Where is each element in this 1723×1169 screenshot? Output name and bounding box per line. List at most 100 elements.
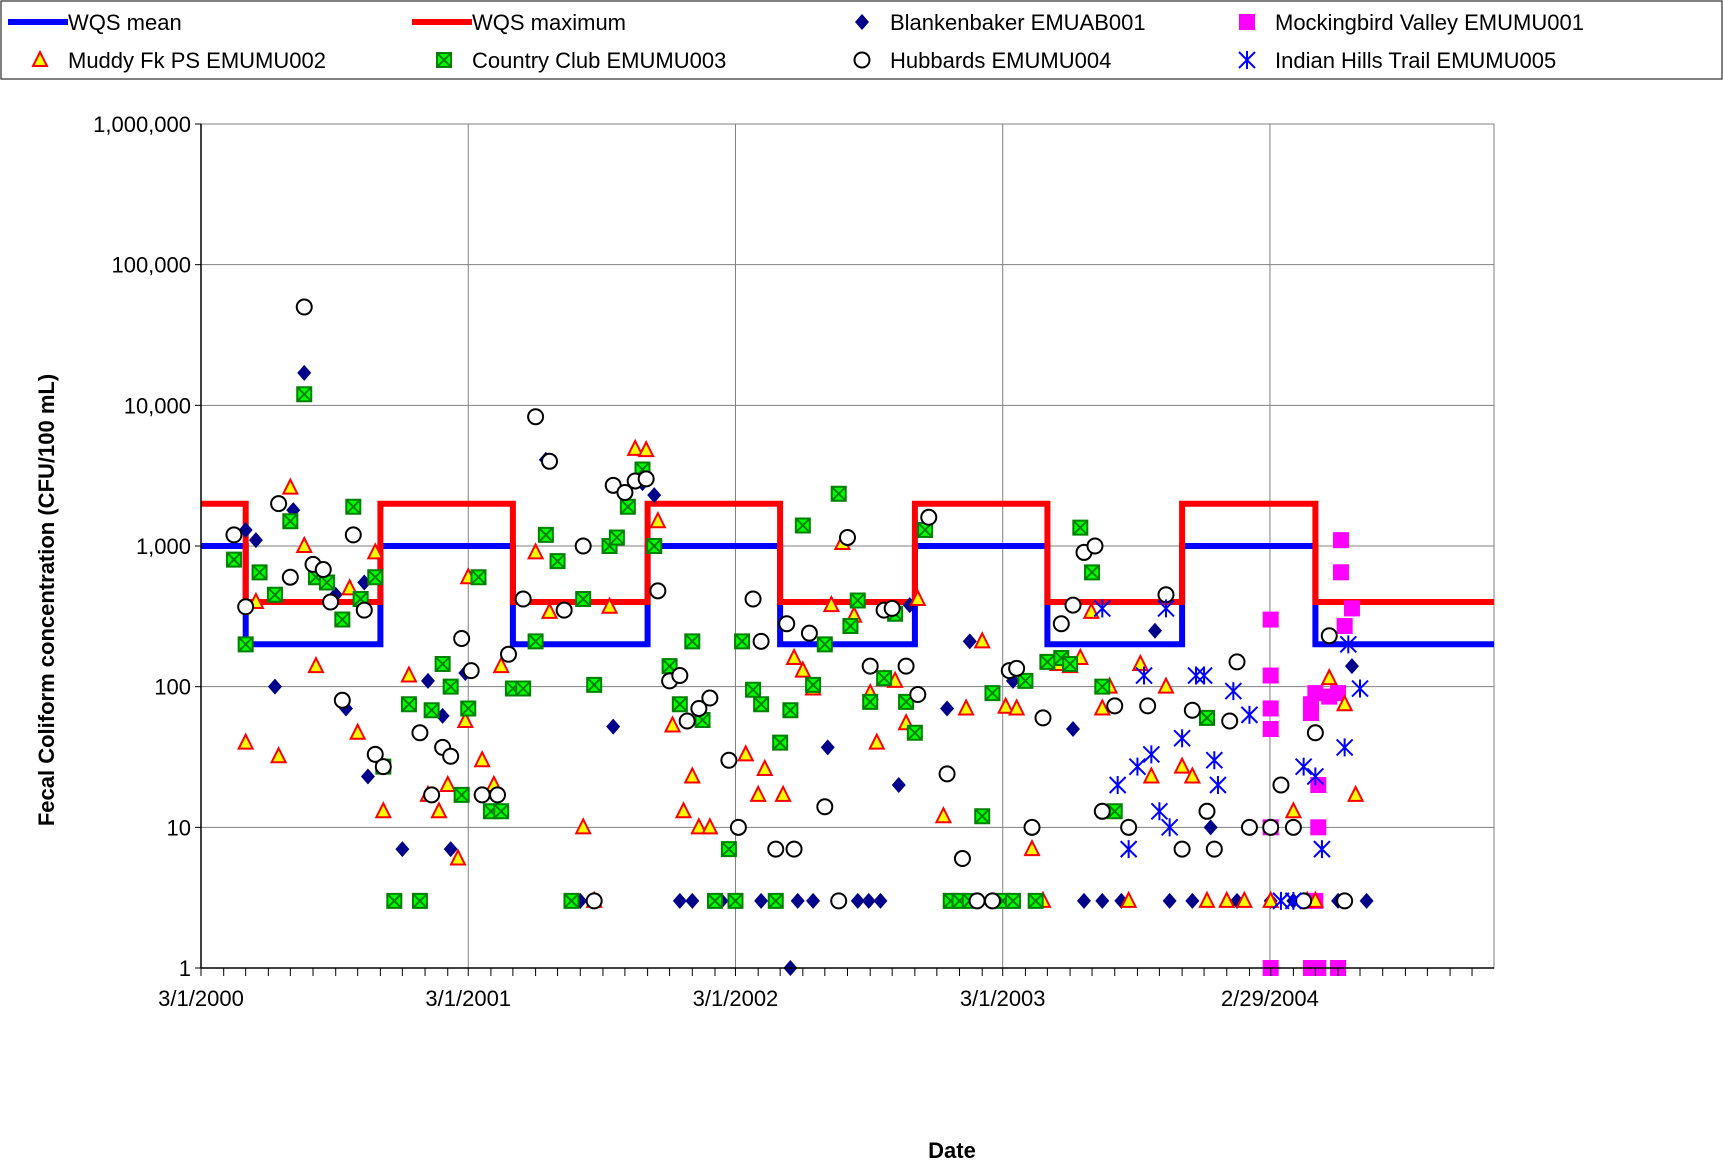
hubbards-emumu004-point: [720, 751, 738, 769]
country-club-emumu003-point: [1004, 892, 1021, 909]
muddy-fk-ps-emumu002-point: [237, 732, 255, 750]
muddy-fk-ps-emumu002-point: [1235, 890, 1253, 908]
hubbards-emumu004-point: [1064, 596, 1082, 614]
indian-hills-trail-emumu005-point: [1173, 729, 1191, 748]
data-markers: [225, 298, 1374, 976]
indian-hills-trail-emumu005-point: [1294, 757, 1313, 776]
country-club-emumu003-point: [1072, 519, 1089, 536]
hubbards-emumu004-point: [839, 528, 856, 546]
hubbards-emumu004-point: [270, 495, 288, 513]
mockingbird-valley-emumu001-point: [1262, 667, 1279, 684]
indian-hills-trail-emumu005-point: [1284, 891, 1303, 910]
hubbards-emumu004-point: [920, 508, 938, 526]
muddy-fk-ps-emumu002-point: [492, 655, 510, 674]
hubbards-emumu004-point: [1198, 802, 1216, 820]
country-club-emumu003-point: [767, 892, 784, 909]
indian-hills-trail-emumu005-point: [1205, 751, 1224, 770]
country-club-emumu003-point: [411, 892, 428, 909]
country-club-emumu003-point: [434, 655, 451, 672]
country-club-emumu003-point: [400, 696, 417, 713]
legend: WQS mean WQS maximum Blankenbaker EMUAB001…: [0, 0, 1723, 80]
country-club-emumu003-series: [225, 386, 1215, 909]
blankenbaker-emuab001-point: [790, 892, 805, 909]
country-club-emumu003-point: [816, 636, 833, 653]
mockingbird-valley-emumu001-point: [1262, 611, 1279, 628]
country-club-emumu003-point: [527, 633, 544, 650]
country-club-emumu003-point: [442, 678, 459, 695]
hubbards-emumu004-point: [355, 601, 373, 619]
country-club-emumu003-point: [805, 676, 822, 693]
muddy-fk-ps-emumu002-point: [822, 594, 841, 613]
wqs-maximum-line: [201, 500, 1494, 605]
hubbards-emumu004-point: [1106, 697, 1124, 715]
hubbards-emumu004-point: [1120, 818, 1138, 836]
muddy-fk-ps-emumu002-legend-label: Muddy Fk PS EMUMU002: [68, 48, 326, 73]
indian-hills-trail-emumu005-point: [1335, 738, 1354, 757]
muddy-fk-ps-emumu002-point: [1262, 890, 1280, 908]
country-club-emumu003-point: [563, 892, 580, 909]
hubbards-emumu004-point: [344, 526, 362, 544]
country-club-emumu003-point: [745, 681, 762, 698]
country-club-emumu003-point: [646, 538, 663, 554]
hubbards-emumu004-point: [1086, 537, 1104, 555]
indian-hills-trail-emumu005-point: [1187, 666, 1205, 685]
muddy-fk-ps-emumu002-point: [349, 722, 367, 740]
muddy-fk-ps-emumu002-point: [1120, 890, 1138, 908]
country-club-emumu003-point: [251, 564, 268, 581]
mockingbird-valley-emumu001-point: [1336, 617, 1353, 634]
hubbards-emumu004-point: [462, 662, 480, 680]
mockingbird-valley-emumu001-point: [1262, 700, 1279, 717]
mockingbird-valley-emumu001-point: [1330, 685, 1347, 702]
country-club-emumu003-point: [1039, 653, 1056, 670]
indian-hills-trail-emumu005-point: [1339, 635, 1358, 654]
hubbards-emumu004-point: [423, 786, 441, 804]
x-tick-label: 3/1/2002: [693, 986, 779, 1011]
muddy-fk-ps-emumu002-point: [794, 660, 812, 678]
muddy-fk-ps-emumu002-point: [1284, 801, 1303, 819]
hubbards-emumu004-point: [1023, 818, 1041, 836]
indian-hills-trail-emumu005-point: [1135, 666, 1153, 685]
blankenbaker-emuab001-point: [1203, 819, 1218, 836]
blankenbaker-emuab001-point: [443, 841, 458, 858]
hubbards-emumu004-point: [883, 599, 901, 617]
country-club-emumu003-point: [453, 786, 470, 803]
y-tick-label: 10: [167, 815, 191, 840]
mockingbird-valley-emumu001-point: [1310, 819, 1327, 836]
hubbards-emumu004-point: [527, 408, 545, 426]
country-club-emumu003-point: [720, 841, 737, 858]
hubbards-emumu004-point: [968, 892, 986, 910]
muddy-fk-ps-emumu002-point: [626, 438, 644, 456]
mockingbird-valley-emumu001-legend-swatch: [1239, 14, 1255, 30]
country-club-emumu003-point: [772, 734, 789, 751]
muddy-fk-ps-emumu002-point: [997, 696, 1015, 714]
blankenbaker-emuab001-point: [267, 678, 282, 695]
hubbards-emumu004-point: [744, 590, 762, 608]
indian-hills-trail-emumu005-series: [1093, 599, 1369, 910]
hubbards-emumu004-point: [1139, 697, 1157, 715]
mockingbird-valley-emumu001-point: [1332, 564, 1349, 581]
wqs-maximum-legend-label: WQS maximum: [472, 10, 626, 35]
muddy-fk-ps-emumu002-point: [540, 601, 559, 619]
hubbards-emumu004-point: [1240, 818, 1258, 836]
hubbards-emumu004-point: [555, 601, 573, 619]
hubbards-emumu004-point: [690, 699, 708, 717]
muddy-fk-ps-emumu002-point: [1173, 756, 1191, 774]
country-club-emumu003-point: [782, 702, 799, 719]
hubbards-emumu004-point: [649, 582, 667, 600]
muddy-fk-ps-emumu002-point: [957, 698, 975, 716]
muddy-fk-ps-emumu002-point: [637, 439, 655, 458]
country-club-emumu003-point: [608, 529, 625, 546]
y-tick-label: 10,000: [124, 393, 191, 418]
mockingbird-valley-emumu001-point: [1332, 532, 1349, 549]
hubbards-emumu004-point: [1221, 712, 1239, 730]
muddy-fk-ps-emumu002-point: [756, 758, 774, 776]
muddy-fk-ps-emumu002-point: [1183, 766, 1201, 784]
muddy-fk-ps-emumu002-point: [1347, 784, 1365, 802]
indian-hills-trail-emumu005-point: [1224, 682, 1243, 701]
x-tick-label: 3/1/2000: [158, 986, 244, 1011]
hubbards-emumu004-point: [800, 624, 818, 642]
country-club-emumu003-point: [296, 386, 313, 403]
indian-hills-trail-emumu005-point: [1313, 840, 1331, 859]
blankenbaker-emuab001-point: [297, 364, 312, 381]
muddy-fk-ps-emumu002-point: [663, 715, 682, 733]
